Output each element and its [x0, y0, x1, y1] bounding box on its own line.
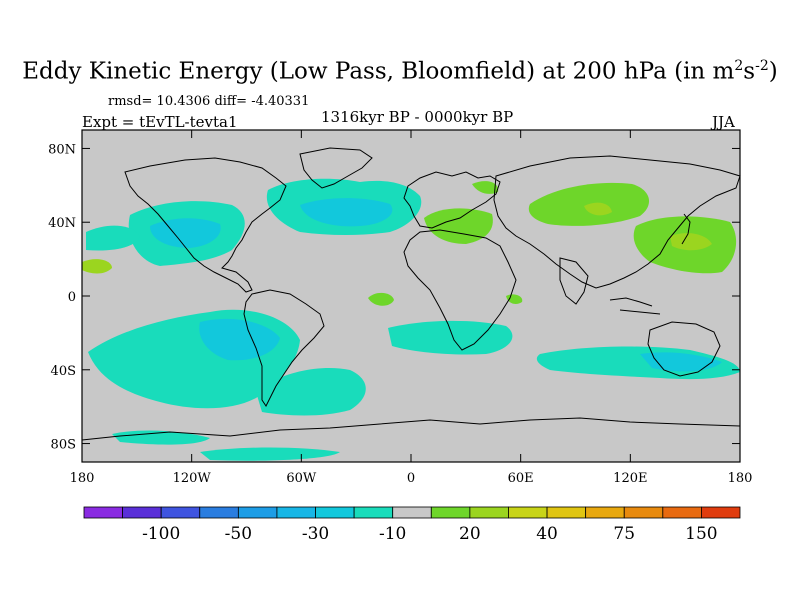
colorbar-swatch [199, 506, 239, 519]
colorbar-swatch [701, 506, 741, 519]
colorbar-label: 150 [685, 524, 717, 544]
colorbar-swatch [508, 506, 548, 519]
colorbar-swatch [662, 506, 702, 519]
x-tick-label: 120E [613, 471, 647, 486]
colorbar-swatch [430, 506, 471, 519]
colorbar-label: -30 [302, 524, 329, 544]
anomaly-indian-ocean-core [640, 352, 722, 372]
anomaly-central-asia-core [584, 202, 612, 216]
coast-africa [403, 229, 517, 351]
colorbar-swatch [623, 506, 664, 519]
colorbar-swatch [122, 506, 162, 519]
colorbar-label: -100 [142, 524, 180, 544]
coast-antarctica [81, 417, 741, 441]
coast-japan [681, 213, 691, 245]
anomaly-east-greenland [476, 183, 494, 193]
anomaly-south-atlantic [256, 368, 366, 416]
colorbar-swatch [469, 506, 509, 519]
coastlines [81, 147, 741, 441]
x-tick-label: 180 [70, 471, 95, 486]
colorbar-swatch [315, 506, 355, 519]
coast-asia [493, 155, 741, 289]
colorbar-label: 20 [459, 524, 481, 544]
anomaly-atlantic-spot [368, 292, 394, 306]
colorbar-swatch [392, 506, 432, 519]
map-background [82, 130, 740, 462]
period-label: 1316kyr BP - 0000kyr BP [321, 108, 514, 126]
anomaly-east-asia-core [670, 233, 712, 251]
colorbar-label: -50 [225, 524, 252, 544]
x-tick-label: 60E [508, 471, 534, 486]
y-tick-label: 40S [51, 364, 76, 379]
season-label: JJA [712, 113, 735, 131]
anomaly-far-south [112, 430, 210, 445]
coast-europe [403, 171, 501, 229]
x-tick-label: 0 [407, 471, 415, 486]
anomaly-pacific-west [82, 259, 112, 274]
y-tick-label: 40N [48, 216, 76, 231]
colorbar-swatch [353, 506, 394, 519]
y-tick-label: 80S [51, 438, 76, 453]
axis-ticks: 80N 40N 0 40S 80S 180 120W 60W 0 60E 120E 180 [48, 130, 752, 486]
anomaly-far-south-2 [200, 447, 340, 461]
x-tick-label: 120W [173, 471, 212, 486]
experiment-label: Expt = tEvTL-tevta1 [82, 113, 238, 131]
coast-south-america [243, 289, 325, 407]
colorbar-swatch [160, 506, 201, 519]
anomaly-south-atlantic-band [388, 320, 513, 355]
coast-north-america [124, 157, 287, 293]
colorbar-swatch [585, 506, 625, 519]
anomaly-pacific-strip [86, 225, 140, 251]
colorbar-swatch [83, 506, 123, 519]
field-layer [82, 130, 740, 462]
anomaly-south-pacific-core [199, 318, 280, 361]
coast-australia [647, 321, 721, 377]
colorbar-label: 75 [613, 524, 635, 544]
colorbar-swatch [546, 506, 587, 519]
anomaly-mediterranean [424, 208, 493, 244]
anomaly-north-atlantic-core [300, 198, 393, 227]
y-tick-label: 80N [48, 142, 76, 157]
coast-indonesia [609, 297, 661, 315]
x-tick-label: 180 [728, 471, 753, 486]
colorbar: -100 -50 -30 -10 20 40 75 150 [83, 506, 741, 544]
colorbar-swatch [276, 506, 316, 519]
x-tick-label: 60W [286, 471, 317, 486]
coast-india [559, 257, 589, 305]
colorbar-label: -10 [379, 524, 406, 544]
stats-text: rmsd= 10.4306 diff= -4.40331 [108, 94, 310, 109]
plot-title: Eddy Kinetic Energy (Low Pass, Bloomfiel… [22, 58, 778, 85]
coast-greenland [299, 147, 373, 189]
colorbar-label: 40 [536, 524, 558, 544]
colorbar-swatch [237, 506, 278, 519]
y-tick-label: 0 [68, 290, 76, 305]
